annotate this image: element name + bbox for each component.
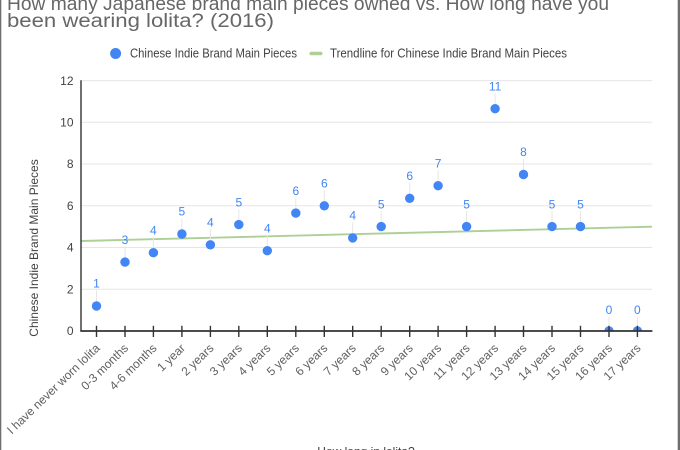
svg-text:5: 5 [577, 197, 584, 211]
svg-text:0: 0 [634, 303, 641, 317]
svg-text:6: 6 [292, 184, 299, 198]
svg-text:4: 4 [207, 216, 214, 230]
svg-text:0: 0 [67, 324, 74, 338]
svg-text:10: 10 [60, 116, 74, 130]
svg-text:5: 5 [179, 205, 186, 219]
svg-text:Chinese Indie Brand Main Piece: Chinese Indie Brand Main Pieces [27, 159, 41, 336]
svg-text:2: 2 [67, 283, 74, 297]
svg-text:8: 8 [520, 145, 527, 159]
svg-text:5: 5 [549, 197, 556, 211]
svg-text:6: 6 [67, 199, 74, 213]
svg-text:5: 5 [378, 197, 385, 211]
svg-text:been wearing lolita? (2016): been wearing lolita? (2016) [7, 11, 274, 32]
svg-text:4: 4 [349, 209, 356, 223]
svg-text:Trendline for Chinese Indie Br: Trendline for Chinese Indie Brand Main P… [330, 46, 567, 61]
svg-text:How many Japanese brand main p: How many Japanese brand main pieces owne… [7, 0, 609, 15]
svg-text:3: 3 [122, 233, 129, 247]
svg-text:4: 4 [264, 221, 271, 235]
svg-text:11: 11 [489, 79, 502, 93]
svg-text:4: 4 [67, 241, 74, 255]
svg-text:How long in lolita?: How long in lolita? [317, 445, 415, 450]
svg-text:5: 5 [463, 197, 470, 211]
svg-text:Chinese Indie Brand Main Piece: Chinese Indie Brand Main Pieces [130, 46, 297, 61]
svg-text:8: 8 [67, 157, 74, 171]
svg-text:6: 6 [406, 169, 413, 183]
svg-text:4: 4 [150, 223, 157, 237]
svg-text:1: 1 [93, 277, 100, 291]
svg-text:6: 6 [321, 177, 328, 191]
svg-text:7: 7 [435, 156, 442, 170]
svg-text:5: 5 [235, 195, 242, 209]
svg-text:12: 12 [60, 74, 74, 88]
svg-text:0: 0 [606, 303, 613, 317]
